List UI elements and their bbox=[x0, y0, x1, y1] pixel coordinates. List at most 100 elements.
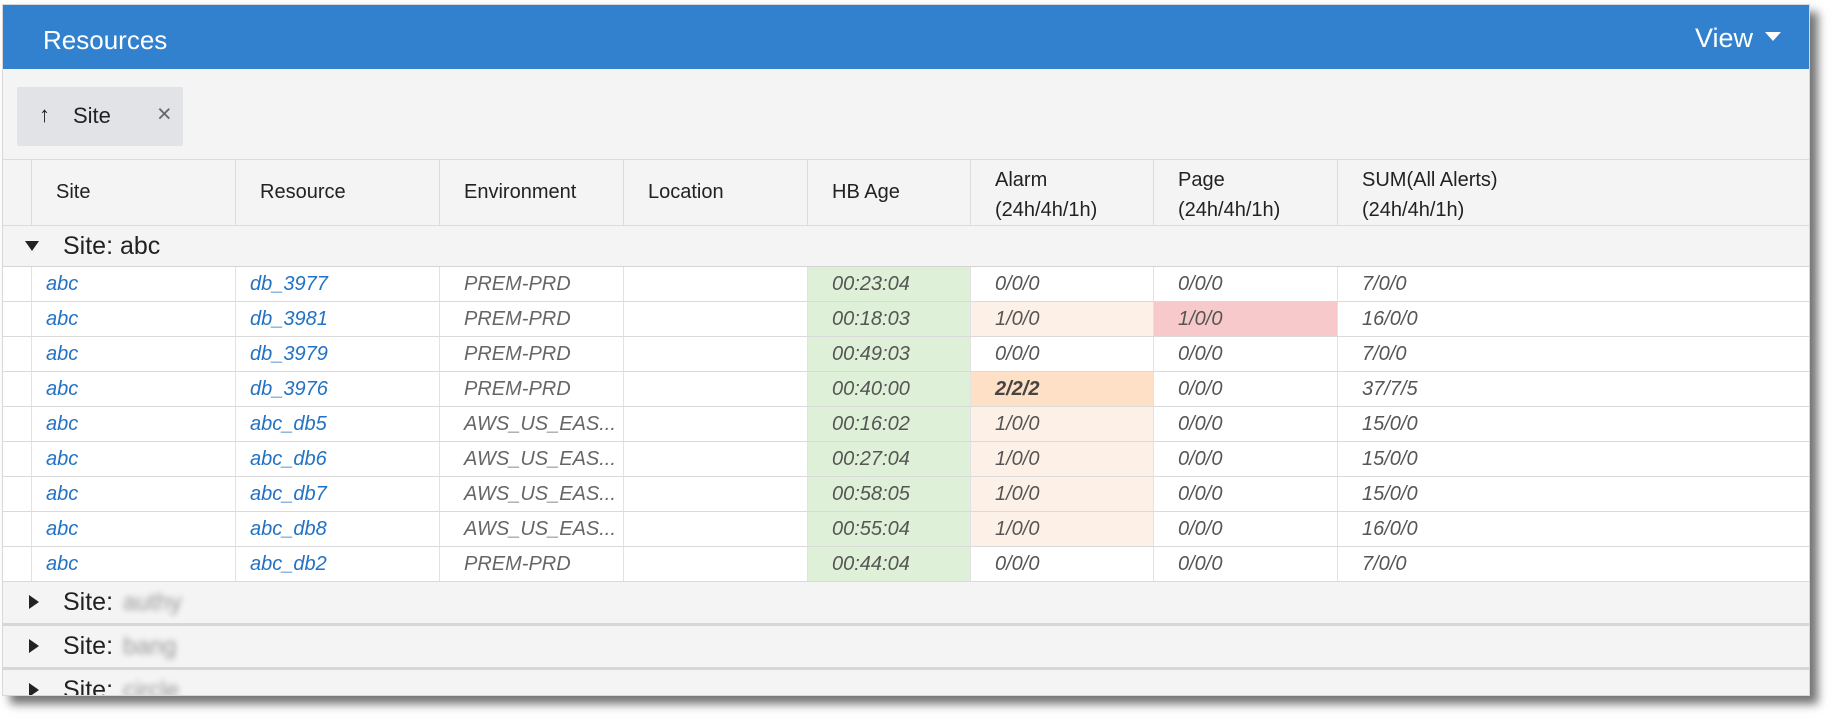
cell-site[interactable]: abc bbox=[31, 267, 235, 301]
table-row[interactable]: abc abc_db6 AWS_US_EAS... 00:27:04 1/0/0 0/0/… bbox=[3, 442, 1809, 477]
cell-location bbox=[623, 477, 807, 511]
row-gutter bbox=[3, 547, 31, 581]
cell-page: 0/0/0 bbox=[1153, 547, 1337, 581]
cell-alarm: 2/2/2 bbox=[970, 372, 1153, 406]
cell-hb_age: 00:44:04 bbox=[807, 547, 970, 581]
cell-sum: 16/0/0 bbox=[1337, 302, 1809, 336]
table-row[interactable]: abc abc_db8 AWS_US_EAS... 00:55:04 1/0/0 0/0/… bbox=[3, 512, 1809, 547]
column-header-location[interactable]: Location bbox=[623, 160, 807, 225]
group-row[interactable]: Site: authy bbox=[3, 582, 1809, 626]
cell-resource[interactable]: db_3979 bbox=[235, 337, 439, 371]
collapse-triangle-icon[interactable] bbox=[25, 241, 39, 251]
cell-location bbox=[623, 302, 807, 336]
cell-environment: AWS_US_EAS... bbox=[439, 442, 623, 476]
cell-site[interactable]: abc bbox=[31, 547, 235, 581]
cell-alarm: 1/0/0 bbox=[970, 512, 1153, 546]
cell-site[interactable]: abc bbox=[31, 477, 235, 511]
column-header-environment[interactable]: Environment bbox=[439, 160, 623, 225]
sort-up-arrow-icon[interactable]: ↑ bbox=[39, 102, 50, 127]
column-header-hb_age[interactable]: HB Age bbox=[807, 160, 970, 225]
cell-site[interactable]: abc bbox=[31, 442, 235, 476]
column-header-label: Environment bbox=[464, 181, 577, 203]
cell-resource[interactable]: abc_db8 bbox=[235, 512, 439, 546]
table-row[interactable]: abc db_3979 PREM-PRD 00:49:03 0/0/0 0/0/0 7/0/… bbox=[3, 337, 1809, 372]
cell-alarm: 1/0/0 bbox=[970, 442, 1153, 476]
cell-environment: PREM-PRD bbox=[439, 372, 623, 406]
expand-triangle-icon[interactable] bbox=[29, 595, 39, 609]
group-label: Site: abc bbox=[63, 232, 161, 260]
group-chip-label: Site bbox=[73, 103, 111, 128]
cell-location bbox=[623, 442, 807, 476]
row-gutter bbox=[3, 477, 31, 511]
cell-hb_age: 00:58:05 bbox=[807, 477, 970, 511]
cell-resource[interactable]: abc_db2 bbox=[235, 547, 439, 581]
group-chip-site[interactable]: ↑ Site × bbox=[17, 87, 183, 146]
cell-sum: 15/0/0 bbox=[1337, 442, 1809, 476]
close-icon[interactable]: × bbox=[157, 100, 172, 128]
group-label: Site: bang bbox=[63, 632, 180, 661]
table-row[interactable]: abc db_3981 PREM-PRD 00:18:03 1/0/0 1/0/0 16/0… bbox=[3, 302, 1809, 337]
cell-page: 1/0/0 bbox=[1153, 302, 1337, 336]
cell-page: 0/0/0 bbox=[1153, 512, 1337, 546]
column-header-alarm[interactable]: Alarm (24h/4h/1h) bbox=[970, 160, 1153, 225]
cell-site[interactable]: abc bbox=[31, 512, 235, 546]
cell-hb_age: 00:40:00 bbox=[807, 372, 970, 406]
cell-alarm: 1/0/0 bbox=[970, 407, 1153, 441]
cell-site[interactable]: abc bbox=[31, 372, 235, 406]
column-header-label: Alarm bbox=[995, 169, 1048, 191]
column-header-label: Site bbox=[56, 181, 91, 203]
expand-triangle-icon[interactable] bbox=[29, 639, 39, 653]
cell-alarm: 1/0/0 bbox=[970, 477, 1153, 511]
table-row[interactable]: abc db_3977 PREM-PRD 00:23:04 0/0/0 0/0/0 7/0/… bbox=[3, 267, 1809, 302]
group-row[interactable]: Site: abc bbox=[3, 226, 1809, 267]
resources-panel: Resources View ↑ Site × Site Resource Envi… bbox=[2, 4, 1810, 696]
row-gutter bbox=[3, 442, 31, 476]
cell-resource[interactable]: abc_db5 bbox=[235, 407, 439, 441]
column-header-sublabel: (24h/4h/1h) bbox=[1178, 199, 1281, 221]
column-header-label: Resource bbox=[260, 181, 346, 203]
group-row[interactable]: Site: circle bbox=[3, 670, 1809, 695]
cell-hb_age: 00:55:04 bbox=[807, 512, 970, 546]
cell-resource[interactable]: db_3977 bbox=[235, 267, 439, 301]
cell-environment: AWS_US_EAS... bbox=[439, 512, 623, 546]
cell-resource[interactable]: db_3976 bbox=[235, 372, 439, 406]
cell-site[interactable]: abc bbox=[31, 337, 235, 371]
cell-sum: 15/0/0 bbox=[1337, 407, 1809, 441]
table-row[interactable]: abc abc_db2 PREM-PRD 00:44:04 0/0/0 0/0/0 7/0/… bbox=[3, 547, 1809, 582]
cell-environment: AWS_US_EAS... bbox=[439, 407, 623, 441]
cell-sum: 37/7/5 bbox=[1337, 372, 1809, 406]
column-header-sum[interactable]: SUM(All Alerts) (24h/4h/1h) bbox=[1337, 160, 1809, 225]
cell-site[interactable]: abc bbox=[31, 407, 235, 441]
cell-location bbox=[623, 372, 807, 406]
row-gutter bbox=[3, 302, 31, 336]
cell-page: 0/0/0 bbox=[1153, 442, 1337, 476]
table-row[interactable]: abc db_3976 PREM-PRD 00:40:00 2/2/2 0/0/0 37/7… bbox=[3, 372, 1809, 407]
cell-hb_age: 00:49:03 bbox=[807, 337, 970, 371]
column-header-label: SUM(All Alerts) bbox=[1362, 169, 1498, 191]
table-row[interactable]: abc abc_db5 AWS_US_EAS... 00:16:02 1/0/0 0/0/… bbox=[3, 407, 1809, 442]
cell-environment: PREM-PRD bbox=[439, 267, 623, 301]
column-header-page[interactable]: Page (24h/4h/1h) bbox=[1153, 160, 1337, 225]
expand-triangle-icon[interactable] bbox=[29, 683, 39, 695]
column-header-resource[interactable]: Resource bbox=[235, 160, 439, 225]
cell-resource[interactable]: abc_db7 bbox=[235, 477, 439, 511]
table-row[interactable]: abc abc_db7 AWS_US_EAS... 00:58:05 1/0/0 0/0/… bbox=[3, 477, 1809, 512]
column-header-label: HB Age bbox=[832, 181, 900, 203]
column-header-sublabel: (24h/4h/1h) bbox=[995, 199, 1098, 221]
cell-sum: 15/0/0 bbox=[1337, 477, 1809, 511]
caret-down-icon[interactable] bbox=[1765, 32, 1781, 41]
cell-page: 0/0/0 bbox=[1153, 477, 1337, 511]
view-menu-button[interactable]: View bbox=[1694, 23, 1753, 53]
row-gutter bbox=[3, 407, 31, 441]
cell-resource[interactable]: db_3981 bbox=[235, 302, 439, 336]
cell-hb_age: 00:23:04 bbox=[807, 267, 970, 301]
cell-environment: PREM-PRD bbox=[439, 302, 623, 336]
group-row[interactable]: Site: bang bbox=[3, 626, 1809, 670]
cell-site[interactable]: abc bbox=[31, 302, 235, 336]
cell-resource[interactable]: abc_db6 bbox=[235, 442, 439, 476]
column-header-row: Site Resource Environment Location HB Age Ala… bbox=[3, 159, 1809, 226]
column-header-site[interactable]: Site bbox=[31, 160, 235, 225]
row-gutter bbox=[3, 512, 31, 546]
panel-title: Resources bbox=[43, 25, 168, 55]
cell-sum: 7/0/0 bbox=[1337, 547, 1809, 581]
